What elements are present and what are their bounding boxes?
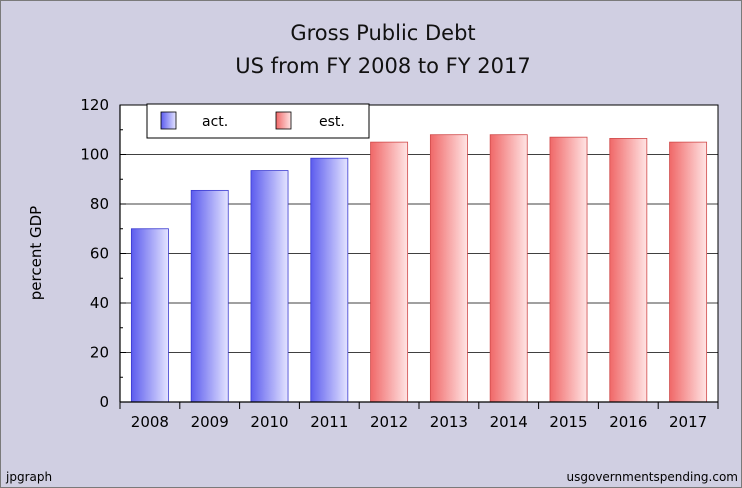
y-axis: 0 20 40 60 80 100 120 [80, 96, 126, 411]
y-tick-label: 120 [80, 96, 109, 114]
x-tick-label: 2009 [191, 413, 229, 431]
chart-title: Gross Public Debt [290, 21, 475, 45]
bar-2009 [190, 189, 229, 403]
y-tick-label: 20 [90, 344, 109, 362]
legend-swatch-est [275, 111, 292, 130]
bar-2008 [130, 228, 169, 403]
y-tick-label: 40 [90, 294, 109, 312]
y-tick-label: 60 [90, 245, 109, 263]
chart-subtitle: US from FY 2008 to FY 2017 [235, 54, 530, 78]
legend-swatch-act [160, 111, 177, 130]
bar-2017 [669, 141, 708, 403]
x-tick-label: 2016 [609, 413, 647, 431]
y-tick-label: 80 [90, 195, 109, 213]
footer-right: usgovernmentspending.com [567, 470, 739, 484]
legend-label-est: est. [319, 114, 345, 130]
x-tick-label: 2011 [310, 413, 348, 431]
bar-2013 [429, 134, 468, 403]
bar-2014 [489, 134, 528, 403]
bar-2011 [310, 157, 349, 403]
legend-box [146, 103, 370, 139]
x-tick-label: 2017 [669, 413, 707, 431]
x-tick-label: 2014 [490, 413, 528, 431]
x-tick-label: 2010 [250, 413, 288, 431]
bar-2010 [250, 170, 289, 403]
bars [130, 134, 708, 403]
x-tick-label: 2008 [131, 413, 169, 431]
x-tick-label: 2015 [549, 413, 587, 431]
x-tick-label: 2012 [370, 413, 408, 431]
y-tick-label: 100 [80, 146, 109, 164]
footer-left: jpgraph [5, 470, 52, 484]
bar-2012 [370, 141, 409, 403]
legend-label-act: act. [202, 114, 228, 130]
y-tick-label: 0 [99, 393, 109, 411]
bar-2016 [609, 138, 648, 403]
legend: act. est. [146, 103, 370, 139]
x-axis: 2008 2009 2010 2011 2012 2013 2014 2015 2016 2017 [119, 401, 719, 431]
y-axis-label: percent GDP [27, 206, 45, 300]
x-tick-label: 2013 [430, 413, 468, 431]
bar-2015 [549, 136, 588, 403]
